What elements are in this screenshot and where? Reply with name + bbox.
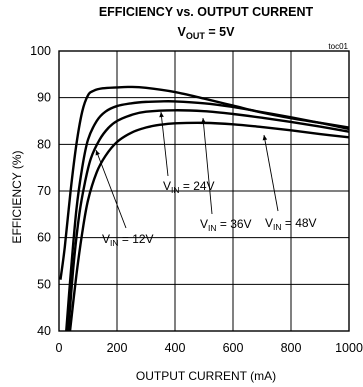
y-tick-label: 60 [37, 231, 51, 245]
x-tick-label: 200 [107, 341, 128, 355]
annotation-base: V [265, 216, 273, 230]
x-tick-label: 400 [165, 341, 186, 355]
plot-frame [58, 50, 350, 332]
annotation-label-3: VIN = 36V [200, 217, 252, 233]
y-tick-labels: 40 50 60 70 80 90 100 [30, 44, 51, 338]
x-tick-label: 800 [281, 341, 302, 355]
y-tick-label: 90 [37, 91, 51, 105]
x-tick-label: 1000 [335, 341, 363, 355]
chart-subtitle: VOUT = 5V [178, 25, 236, 41]
annotation-leader-2 [160, 111, 169, 177]
x-tick-labels: 0 200 400 600 800 1000 [56, 341, 363, 355]
annotation-base: V [102, 232, 110, 246]
annotation-sub: IN [110, 238, 119, 248]
annotation-base: V [163, 179, 171, 193]
annotation-arrowhead-2 [159, 112, 164, 118]
annotation-arrowhead-1 [95, 150, 100, 156]
y-tick-label: 50 [37, 277, 51, 291]
annotation-sub: IN [208, 223, 217, 233]
y-tick-label: 40 [37, 324, 51, 338]
annotation-label-2: VIN = 24V [163, 179, 215, 195]
y-axis-label: EFFICIENCY (%) [10, 150, 24, 243]
chart-title: EFFICIENCY vs. OUTPUT CURRENT [99, 5, 314, 19]
annotation-leader-1 [95, 149, 127, 229]
subtitle-rest: = 5V [205, 25, 235, 39]
subtitle-sub: OUT [186, 31, 206, 41]
series-line-4 [68, 121, 350, 332]
annotation-leader-3 [202, 117, 213, 215]
series-line-3 [67, 109, 350, 332]
annotation-rest: = 48V [282, 216, 317, 230]
annotation-leader-4 [263, 134, 279, 212]
annotation-arrowhead-4 [262, 135, 268, 141]
annotation-rest: = 12V [119, 232, 154, 246]
annotation-label-4: VIN = 48V [265, 216, 317, 232]
figure-id: toc01 [328, 42, 348, 51]
annotation-arrowhead-3 [201, 118, 206, 124]
annotation-rest: = 24V [180, 179, 215, 193]
annotation-rest: = 36V [217, 217, 252, 231]
annotation-sub: IN [273, 222, 282, 232]
x-axis-label: OUTPUT CURRENT (mA) [136, 369, 276, 383]
x-tick-label: 600 [223, 341, 244, 355]
y-tick-label: 80 [37, 137, 51, 151]
annotation-label-1: VIN = 12V [102, 232, 154, 248]
annotation-base: V [200, 217, 208, 231]
subtitle-base: V [178, 25, 187, 39]
x-tick-label: 0 [56, 341, 63, 355]
annotation-sub: IN [171, 185, 180, 195]
y-tick-label: 100 [30, 44, 51, 58]
series-line-2 [65, 100, 350, 332]
y-tick-label: 70 [37, 184, 51, 198]
series-lines [59, 85, 350, 332]
